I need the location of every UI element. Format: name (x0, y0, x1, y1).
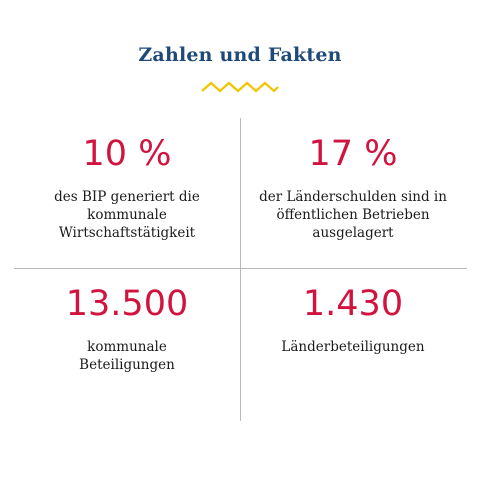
fact-value: 13.500 (65, 284, 189, 324)
fact-description: kommunale Beteiligungen (79, 339, 175, 373)
vertical-divider (240, 118, 241, 421)
fact-description: der Länderschulden sind in öffentlichen … (259, 189, 447, 241)
fact-card-municipal-holdings: 13.500 kommunale Beteiligungen (14, 282, 240, 374)
fact-value: 17 % (308, 134, 398, 174)
fact-card-state-debt: 17 % der Länderschulden sind in öffentli… (240, 132, 466, 242)
fact-card-state-holdings: 1.430 Länderbeteiligungen (240, 282, 466, 356)
zigzag-decoration-icon (201, 81, 279, 93)
fact-value: 1.430 (302, 284, 404, 324)
fact-value: 10 % (82, 134, 172, 174)
fact-card-gdp-share: 10 % des BIP generiert die kommunale Wir… (14, 132, 240, 242)
page-title: Zahlen und Fakten (138, 44, 342, 66)
fact-description: Länderbeteiligungen (281, 339, 425, 355)
fact-description: des BIP generiert die kommunale Wirtscha… (54, 189, 200, 241)
horizontal-divider (14, 268, 467, 269)
